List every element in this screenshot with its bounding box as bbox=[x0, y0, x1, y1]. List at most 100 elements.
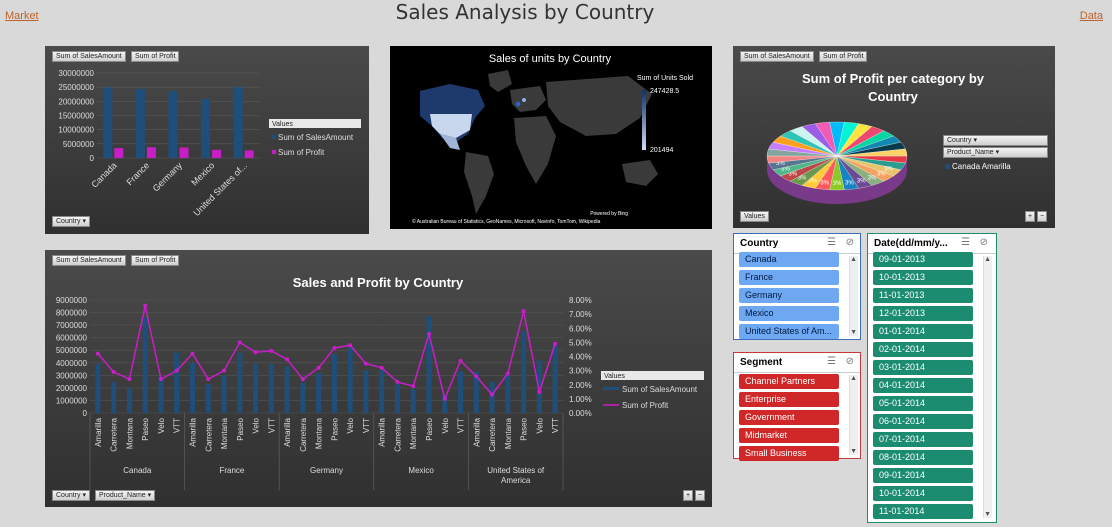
sales-bar bbox=[201, 98, 211, 158]
clear-filter-icon[interactable]: ⊘ bbox=[979, 237, 988, 248]
profit-point bbox=[111, 370, 116, 375]
country-slicer[interactable]: Country ☰ ⊘ ▲ ▼ Canada France Germany Mexic… bbox=[733, 233, 861, 340]
date-slicer-item[interactable]: 11-01-2013 bbox=[873, 288, 973, 303]
profit-point bbox=[300, 377, 305, 382]
scroll-up-icon[interactable]: ▲ bbox=[850, 256, 857, 263]
combo-field-sales[interactable]: Sum of SalesAmount bbox=[52, 255, 126, 266]
sales-bar bbox=[168, 91, 178, 158]
segment-slicer[interactable]: Segment ☰ ⊘ ▲ ▼ Channel Partners Enterpri… bbox=[733, 352, 861, 461]
pie-data-label: 3% bbox=[857, 178, 866, 184]
y-tick-label: 15000000 bbox=[58, 112, 94, 121]
product-label: Paseo bbox=[425, 417, 434, 440]
date-slicer-item[interactable]: 06-01-2014 bbox=[873, 414, 973, 429]
x-category-label: Mexico bbox=[189, 160, 216, 187]
product-label: VTT bbox=[457, 418, 466, 433]
pie-field-profit[interactable]: Sum of Profit bbox=[819, 51, 868, 62]
pie-data-label: 3% bbox=[798, 175, 807, 181]
country-slicer-item[interactable]: Canada bbox=[739, 252, 839, 267]
date-slicer-item[interactable]: 02-01-2014 bbox=[873, 342, 973, 357]
country-slicer-item[interactable]: France bbox=[739, 270, 839, 285]
country-slicer-scrollbar[interactable]: ▲ ▼ bbox=[849, 256, 858, 336]
segment-slicer-item[interactable]: Government bbox=[739, 410, 839, 425]
sales-bar bbox=[253, 362, 259, 413]
date-slicer-item[interactable]: 07-01-2014 bbox=[873, 432, 973, 447]
country-slicer-item[interactable]: Germany bbox=[739, 288, 839, 303]
legend-profit: Sum of Profit bbox=[278, 148, 325, 157]
segment-slicer-item[interactable]: Enterprise bbox=[739, 392, 839, 407]
segment-slicer-item[interactable]: Midmarket bbox=[739, 428, 839, 443]
country-slicer-item[interactable]: United States of Am... bbox=[739, 324, 839, 339]
date-slicer-item[interactable]: 04-01-2014 bbox=[873, 378, 973, 393]
pie-field-sales[interactable]: Sum of SalesAmount bbox=[740, 51, 814, 62]
date-slicer-item[interactable]: 11-01-2014 bbox=[873, 504, 973, 519]
combo-country-filter[interactable]: Country bbox=[52, 490, 90, 501]
combo-expand-button[interactable]: + bbox=[683, 490, 693, 501]
sales-bar bbox=[536, 360, 542, 413]
date-slicer-item[interactable]: 09-01-2013 bbox=[873, 252, 973, 267]
pie-expand-button[interactable]: + bbox=[1025, 211, 1035, 222]
product-label: Velo bbox=[252, 417, 261, 433]
pie-data-label: 3% bbox=[788, 171, 797, 177]
date-slicer-item[interactable]: 03-01-2014 bbox=[873, 360, 973, 375]
europe-shape bbox=[510, 86, 546, 112]
scroll-down-icon[interactable]: ▼ bbox=[850, 448, 857, 455]
clear-filter-icon[interactable]: ⊘ bbox=[845, 356, 854, 367]
combo-collapse-button[interactable]: − bbox=[695, 490, 705, 501]
date-slicer-item[interactable]: 08-01-2014 bbox=[873, 450, 973, 465]
scroll-down-icon[interactable]: ▼ bbox=[984, 511, 991, 518]
map-panel[interactable]: Sales of units by Country Sum of Units S… bbox=[390, 46, 712, 229]
y-right-tick-label: 4.00% bbox=[569, 353, 592, 362]
multi-select-icon[interactable]: ☰ bbox=[961, 237, 970, 248]
combo-field-profit[interactable]: Sum of Profit bbox=[131, 255, 180, 266]
pie-country-filter[interactable]: Country bbox=[943, 135, 1048, 146]
sales-profit-column-chart-panel[interactable]: Sum of SalesAmount Sum of Profit 0 500000… bbox=[45, 46, 369, 234]
scroll-up-icon[interactable]: ▲ bbox=[984, 256, 991, 263]
y-right-tick-label: 0.00% bbox=[569, 409, 592, 418]
date-slicer-item[interactable]: 10-01-2014 bbox=[873, 486, 973, 501]
segment-slicer-scrollbar[interactable]: ▲ ▼ bbox=[849, 375, 858, 455]
country-slicer-item[interactable]: Mexico bbox=[739, 306, 839, 321]
profit-pie-panel[interactable]: Sum of SalesAmount Sum of Profit Sum of … bbox=[733, 46, 1055, 228]
sales-profit-combo-panel[interactable]: Sum of SalesAmount Sum of Profit Sales a… bbox=[45, 250, 712, 507]
pie-values-button[interactable]: Values bbox=[740, 211, 769, 222]
sales-bar bbox=[363, 370, 369, 413]
product-label: Amarilla bbox=[378, 417, 387, 446]
multi-select-icon[interactable]: ☰ bbox=[827, 356, 836, 367]
sales-bar bbox=[221, 375, 227, 413]
profit-point bbox=[143, 303, 148, 308]
segment-slicer-item[interactable]: Channel Partners bbox=[739, 374, 839, 389]
profit-line bbox=[97, 305, 556, 402]
y-left-tick-label: 9000000 bbox=[56, 296, 88, 305]
date-slicer-scrollbar[interactable]: ▲ ▼ bbox=[983, 256, 992, 518]
field-button-sales[interactable]: Sum of SalesAmount bbox=[52, 51, 126, 62]
segment-slicer-item[interactable]: Small Business bbox=[739, 446, 839, 461]
data-link[interactable]: Data bbox=[1079, 10, 1103, 22]
multi-select-icon[interactable]: ☰ bbox=[827, 237, 836, 248]
world-map bbox=[420, 70, 658, 214]
market-link[interactable]: Market bbox=[5, 10, 39, 22]
combo-product-filter[interactable]: Product_Name bbox=[95, 490, 156, 501]
map-legend-gradient bbox=[642, 90, 646, 150]
scroll-down-icon[interactable]: ▼ bbox=[850, 329, 857, 336]
country-slicer-title: Country bbox=[740, 238, 779, 249]
pie-collapse-button[interactable]: − bbox=[1037, 211, 1047, 222]
date-slicer[interactable]: Date(dd/mm/y... ☰ ⊘ ▲ ▼ 09-01-2013 10-01-… bbox=[867, 233, 997, 523]
product-label: Paseo bbox=[236, 417, 245, 440]
map-legend-min: 201494 bbox=[650, 147, 674, 154]
pie-data-label: 3% bbox=[845, 180, 854, 186]
pie-product-filter[interactable]: Product_Name bbox=[943, 147, 1048, 158]
y-left-tick-label: 6000000 bbox=[56, 334, 88, 343]
legend-profit: Sum of Profit bbox=[622, 401, 669, 410]
date-slicer-item[interactable]: 01-01-2014 bbox=[873, 324, 973, 339]
date-slicer-item[interactable]: 12-01-2013 bbox=[873, 306, 973, 321]
legend-swatch-profit bbox=[272, 150, 276, 154]
clear-filter-icon[interactable]: ⊘ bbox=[845, 237, 854, 248]
country-filter-button[interactable]: Country bbox=[52, 216, 90, 227]
sales-bar bbox=[205, 384, 211, 413]
scroll-up-icon[interactable]: ▲ bbox=[850, 375, 857, 382]
date-slicer-item[interactable]: 09-01-2014 bbox=[873, 468, 973, 483]
field-button-profit[interactable]: Sum of Profit bbox=[131, 51, 180, 62]
pie-data-label: 3% bbox=[877, 171, 886, 177]
date-slicer-item[interactable]: 05-01-2014 bbox=[873, 396, 973, 411]
date-slicer-item[interactable]: 10-01-2013 bbox=[873, 270, 973, 285]
